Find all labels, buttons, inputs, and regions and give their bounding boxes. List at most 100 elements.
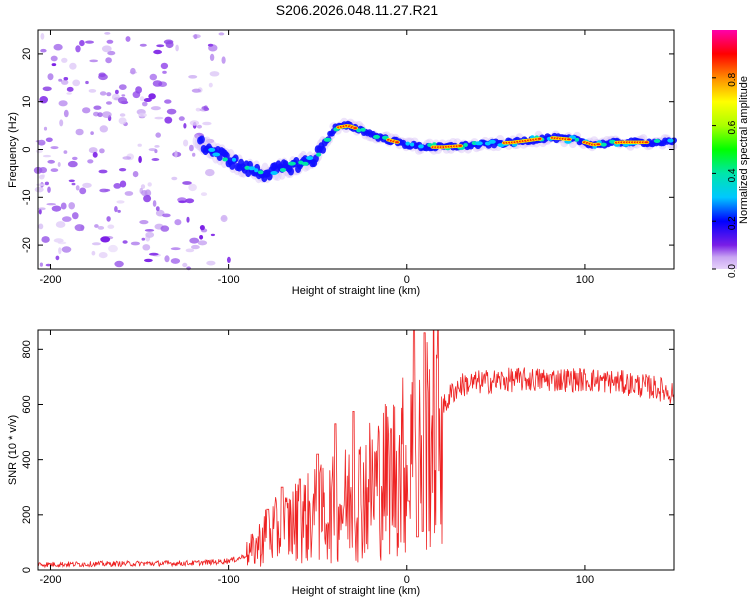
noise-blob (193, 34, 198, 40)
noise-blob (191, 244, 200, 250)
noise-blob (47, 186, 51, 193)
noise-blob (106, 216, 111, 222)
noise-blob (90, 131, 94, 136)
noise-scatter (33, 32, 231, 271)
x-tick-label: -100 (218, 274, 240, 286)
noise-blob (98, 169, 108, 174)
noise-blob (122, 156, 132, 160)
noise-blob (106, 101, 112, 105)
noise-blob (122, 240, 128, 244)
noise-blob (132, 171, 139, 178)
noise-blob (227, 256, 231, 263)
noise-blob (46, 203, 56, 206)
noise-blob (195, 107, 201, 112)
noise-blob (182, 262, 188, 268)
noise-blob (119, 113, 126, 117)
noise-blob (79, 187, 87, 195)
ridge-core (320, 145, 326, 154)
noise-blob (155, 132, 161, 138)
noise-blob (144, 258, 153, 263)
noise-blob (139, 96, 145, 102)
snr-ticks: -200 -100 0 100 0 200 400 600 800 (21, 330, 674, 586)
ridge-mid (667, 138, 674, 143)
noise-blob (170, 247, 181, 251)
noise-blob (97, 226, 105, 230)
noise-blob (117, 209, 121, 213)
colorbar-tick-label: 0.8 (727, 72, 738, 86)
noise-blob (39, 262, 44, 267)
noise-blob (148, 252, 159, 256)
noise-blob (79, 40, 85, 47)
noise-blob (99, 125, 109, 133)
noise-blob (60, 202, 67, 210)
noise-blob (138, 155, 142, 164)
noise-blob (50, 168, 59, 173)
noise-blob (153, 49, 163, 55)
noise-blob (145, 231, 155, 238)
noise-blob (43, 126, 48, 131)
noise-blob (66, 92, 72, 95)
noise-blob (104, 32, 111, 35)
noise-blob (106, 92, 112, 97)
noise-blob (71, 182, 76, 186)
chart-title: S206.2026.048.11.27.R21 (276, 2, 439, 18)
noise-blob (130, 241, 140, 246)
noise-blob (115, 89, 119, 95)
noise-blob (98, 252, 108, 259)
spectrogram-xlabel: Height of straight line (km) (292, 285, 420, 297)
noise-blob (63, 77, 69, 81)
colorbar-tick-label: 0.4 (727, 168, 738, 182)
y-tick-label: 800 (21, 340, 33, 358)
noise-blob (185, 248, 195, 253)
noise-blob (156, 44, 165, 48)
x-tick-label: -200 (39, 274, 61, 286)
ridge-mid (222, 157, 228, 162)
ridge-mid (432, 142, 437, 147)
ridge-peak (458, 144, 463, 147)
noise-blob (60, 79, 69, 85)
ridge-mid (600, 142, 607, 147)
noise-blob (188, 183, 197, 192)
noise-blob (182, 181, 192, 185)
noise-blob (107, 224, 115, 229)
ridge-mid (356, 128, 362, 133)
noise-blob (88, 147, 98, 154)
ridge-mid (488, 139, 496, 144)
noise-blob (155, 206, 160, 212)
noise-blob (38, 174, 45, 180)
y-tick-label: 10 (21, 96, 33, 108)
noise-blob (45, 137, 53, 143)
ridge-band (192, 117, 678, 184)
colorbar-label: Normalized spectral amplitude (738, 76, 750, 224)
noise-blob (111, 93, 120, 101)
noise-blob (189, 144, 194, 152)
noise-blob (208, 44, 218, 52)
noise-blob (47, 73, 54, 81)
noise-blob (218, 32, 225, 36)
noise-blob (55, 255, 60, 261)
ridge-mid (270, 171, 278, 175)
noise-blob (85, 40, 94, 44)
noise-blob (188, 75, 198, 79)
noise-blob (72, 212, 79, 220)
x-tick-label: 100 (576, 274, 594, 286)
noise-blob (142, 101, 148, 107)
noise-blob (189, 237, 200, 244)
ridge-peak (537, 137, 542, 140)
noise-blob (162, 213, 171, 218)
noise-blob (44, 181, 50, 186)
ridge-mid (316, 152, 322, 157)
noise-blob (147, 182, 152, 187)
noise-blob (58, 247, 62, 255)
x-tick-label: -100 (218, 574, 240, 586)
ridge-mid (248, 166, 256, 171)
noise-blob (148, 148, 157, 152)
spectrogram-ylabel: Frequency (Hz) (7, 112, 19, 188)
noise-blob (38, 207, 46, 211)
noise-blob (119, 180, 127, 188)
noise-blob (51, 63, 57, 67)
noise-blob (118, 117, 127, 125)
colorbar-ticks: 0.0 0.2 0.4 0.6 0.8 (712, 72, 738, 278)
